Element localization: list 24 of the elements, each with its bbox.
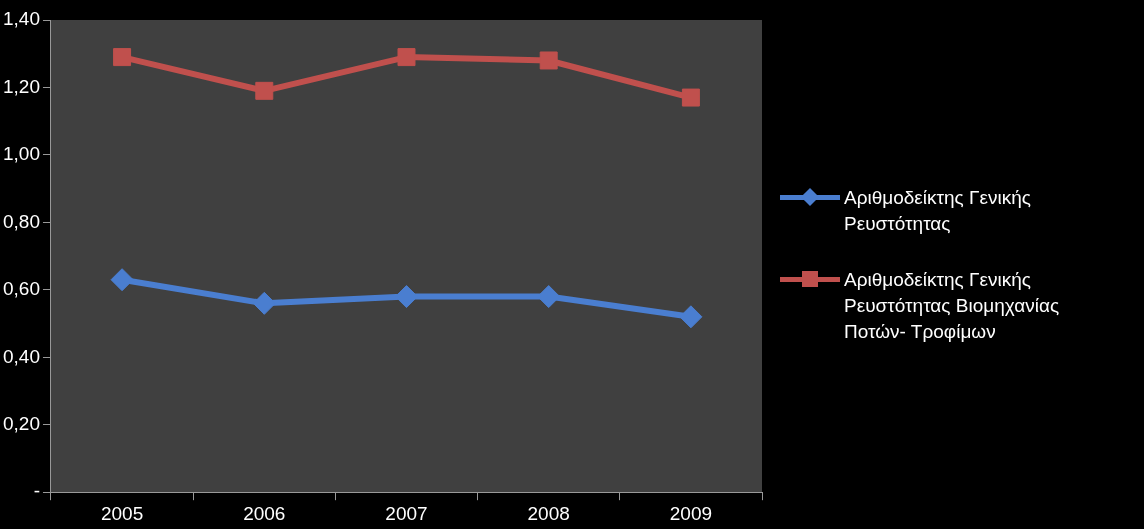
y-tick-label: 0,40	[3, 345, 40, 367]
point	[252, 291, 276, 315]
legend-label: Αριθμοδείκτης Γενικής Ρευστότητας Βιομηχανίας Ποτών- Τροφίμων	[844, 267, 1061, 344]
x-tick-label: 2006	[243, 502, 286, 524]
x-tick-label: 2005	[100, 502, 144, 524]
y-tick-label: 1,40	[3, 8, 40, 30]
legend-label: Αριθμοδείκτης Γενικής Ρευστότητας	[844, 185, 1032, 236]
x-tick-label: 2009	[669, 502, 713, 524]
point	[113, 48, 132, 67]
point	[537, 285, 561, 309]
point	[255, 81, 274, 100]
y-tick-label: 0,80	[3, 210, 40, 232]
y-tick-label: 1,20	[3, 75, 40, 97]
x-tick-label: 2007	[385, 502, 428, 524]
y-tick-label: 1,00	[3, 143, 40, 165]
point	[110, 268, 134, 292]
y-tick-label: 0,20	[3, 412, 40, 434]
point	[681, 88, 700, 107]
point	[539, 51, 558, 70]
point	[397, 48, 416, 67]
y-tick-label: -	[33, 480, 40, 502]
y-tick-label: 0,60	[3, 278, 40, 300]
point	[679, 305, 703, 329]
x-tick-label: 2008	[527, 502, 570, 524]
